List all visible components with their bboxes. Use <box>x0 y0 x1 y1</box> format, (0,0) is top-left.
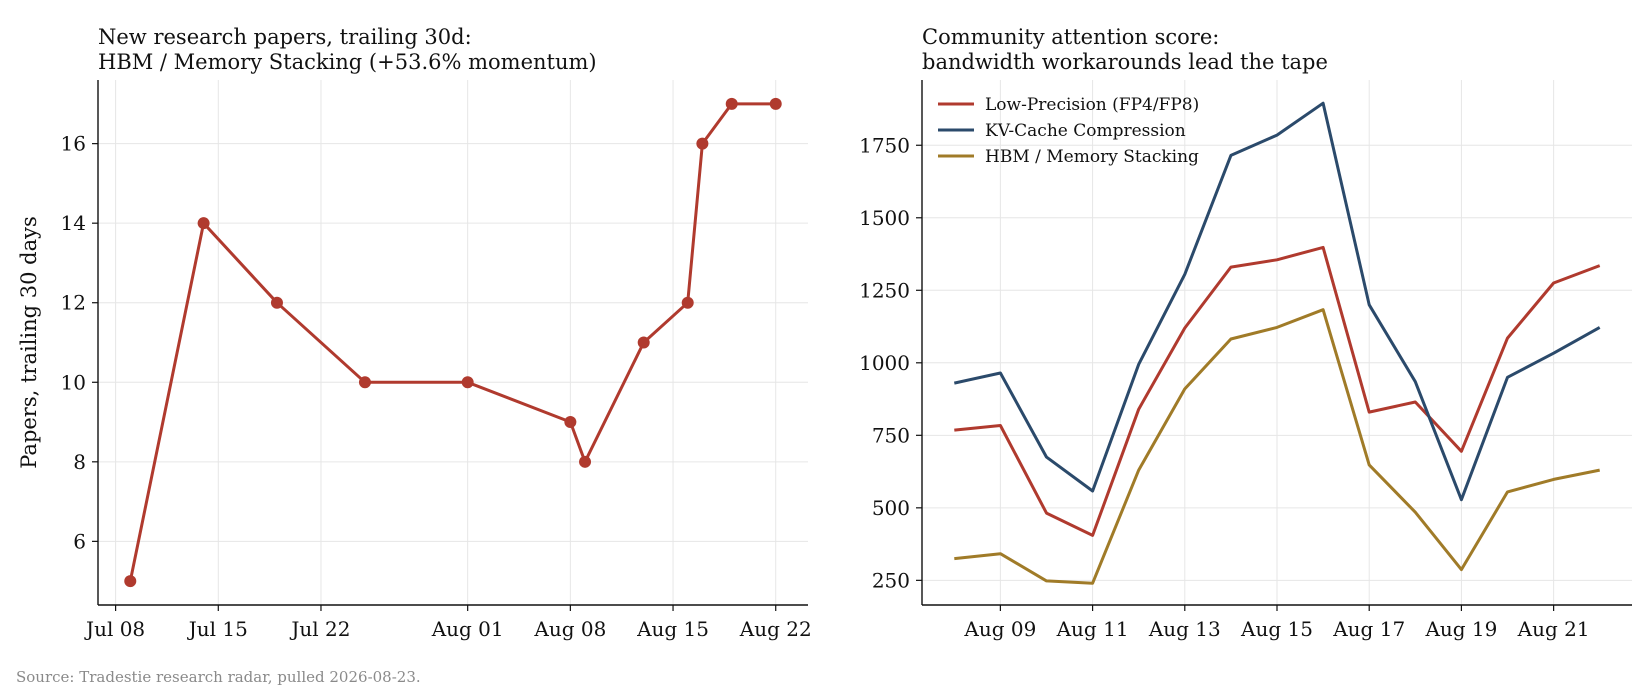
series-line <box>954 308 1600 585</box>
x-tick-label: Aug 22 <box>739 617 812 641</box>
data-point <box>124 575 137 588</box>
data-point <box>696 137 709 150</box>
x-tick-label: Aug 19 <box>1424 617 1497 641</box>
x-tick-label: Aug 15 <box>636 617 709 641</box>
y-tick-label: 1250 <box>859 278 910 302</box>
y-tick-label: 250 <box>872 568 910 592</box>
chart-title: New research papers, trailing 30d: <box>98 25 472 49</box>
x-tick-label: Jul 15 <box>187 617 248 641</box>
legend-label: HBM / Memory Stacking <box>985 147 1199 167</box>
source-note: Source: Tradestie research radar, pulled… <box>16 668 421 686</box>
chart-title: HBM / Memory Stacking (+53.6% momentum) <box>98 50 597 74</box>
data-point <box>579 455 592 468</box>
y-tick-label: 1500 <box>859 206 910 230</box>
data-point <box>270 296 283 309</box>
x-tick-label: Aug 13 <box>1148 617 1221 641</box>
x-tick-label: Aug 01 <box>431 617 504 641</box>
y-tick-label: 1750 <box>859 133 910 157</box>
x-tick-label: Aug 11 <box>1056 617 1129 641</box>
data-point <box>725 97 738 110</box>
x-tick-label: Aug 21 <box>1517 617 1590 641</box>
y-tick-label: 1000 <box>859 351 910 375</box>
series-line <box>954 245 1601 537</box>
y-tick-label: 750 <box>872 423 910 447</box>
x-tick-label: Aug 09 <box>963 617 1036 641</box>
series-line <box>128 102 776 582</box>
series-line <box>953 101 1601 502</box>
x-tick-label: Aug 08 <box>533 617 606 641</box>
x-tick-label: Jul 08 <box>84 617 145 641</box>
y-tick-label: 10 <box>61 370 86 394</box>
data-point <box>637 336 650 349</box>
x-tick-label: Aug 17 <box>1332 617 1405 641</box>
papers-chart: 6 8 10 12 14 16 Jul 08 Jul 15 Jul 22 Aug 01 Aug 08… <box>17 25 812 641</box>
x-tick-label: Jul 22 <box>289 617 350 641</box>
data-point <box>769 97 782 110</box>
y-tick-label: 500 <box>872 496 910 520</box>
y-tick-label: 8 <box>73 450 86 474</box>
data-point <box>564 416 577 429</box>
y-axis-label: Papers, trailing 30 days <box>17 216 41 469</box>
data-point <box>358 376 371 389</box>
attention-chart: 250 500 750 1000 1250 1500 1750 Aug 09 Aug 11 Aug… <box>859 25 1632 641</box>
y-tick-label: 14 <box>61 211 86 235</box>
data-point <box>197 217 210 230</box>
chart-title: Community attention score: <box>922 25 1219 49</box>
y-tick-label: 16 <box>61 132 86 156</box>
data-point <box>461 376 474 389</box>
legend-label: Low-Precision (FP4/FP8) <box>985 95 1199 115</box>
y-tick-label: 12 <box>61 291 86 315</box>
y-tick-label: 6 <box>73 529 86 553</box>
chart-title: bandwidth workarounds lead the tape <box>922 50 1328 74</box>
x-tick-label: Aug 15 <box>1240 617 1313 641</box>
legend-label: KV-Cache Compression <box>985 121 1186 141</box>
data-point <box>681 296 694 309</box>
